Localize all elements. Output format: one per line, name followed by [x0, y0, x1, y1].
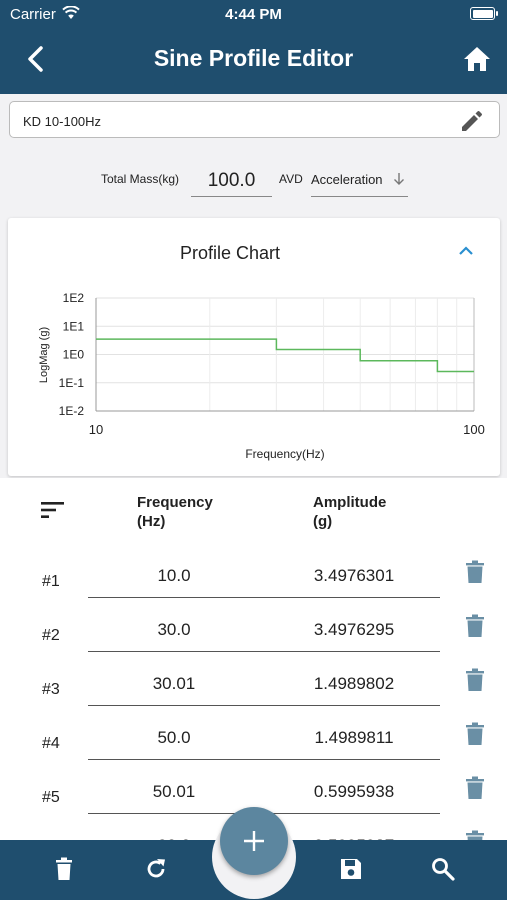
chart-series-line	[96, 338, 474, 373]
add-point-button[interactable]	[220, 807, 288, 875]
plus-icon	[244, 831, 264, 851]
save-icon[interactable]	[338, 856, 364, 882]
table-row[interactable]: #1 10.0 3.4976301	[0, 553, 507, 607]
profile-points-list: Frequency (Hz) Amplitude (g) #1 10.0 3.497…	[0, 478, 507, 840]
carrier-label: Carrier	[10, 6, 56, 23]
status-bar: Carrier 4:44 PM	[0, 0, 507, 28]
trash-icon[interactable]	[465, 560, 485, 584]
chart-y-tick-label: 1E1	[63, 319, 85, 333]
chart-x-tick-label: 100	[463, 422, 485, 437]
row-frequency[interactable]: 80.0	[88, 836, 260, 840]
total-mass-label: Total Mass(kg)	[101, 172, 180, 186]
row-frequency[interactable]: 50.0	[157, 728, 191, 747]
row-frequency[interactable]: 10.0	[157, 566, 191, 585]
column-header-amplitude: Amplitude (g)	[313, 494, 387, 530]
pencil-icon[interactable]	[459, 108, 485, 134]
mass-avd-row: Total Mass(kg) 100.0 AVD Acceleration	[0, 160, 507, 200]
total-mass-input[interactable]: 100.0	[191, 165, 272, 197]
chart-card-title: Profile Chart	[179, 243, 281, 263]
chart-y-tick-label: 1E-2	[59, 404, 85, 418]
trash-icon[interactable]	[465, 614, 485, 638]
row-frequency[interactable]: 30.01	[152, 674, 196, 693]
chart-y-label: LogMag (g)	[38, 327, 50, 383]
row-index: #2	[42, 627, 60, 644]
home-icon[interactable]	[463, 46, 491, 72]
trash-icon[interactable]	[465, 776, 485, 800]
table-row[interactable]: #2 30.0 3.4976295	[0, 607, 507, 661]
chevron-left-icon[interactable]	[22, 44, 52, 74]
table-row[interactable]: #5 50.01 0.5995938	[0, 769, 507, 823]
trash-icon[interactable]	[51, 856, 77, 882]
profile-name-field[interactable]: KD 10-100Hz	[9, 101, 500, 138]
row-amplitude[interactable]: 1.4989811	[314, 728, 394, 747]
wifi-icon	[62, 6, 80, 19]
column-header-frequency: Frequency (Hz)	[137, 494, 213, 530]
row-index: #3	[42, 681, 60, 698]
row-amplitude[interactable]: 0.5995938	[313, 782, 395, 801]
row-divider	[88, 597, 440, 598]
chart-y-tick-label: 1E0	[63, 348, 85, 362]
page-title: Sine Profile Editor	[153, 45, 354, 71]
sort-icon[interactable]	[40, 500, 66, 520]
app-header: Carrier 4:44 PM Sine Profile Editor	[0, 0, 507, 94]
row-frequency[interactable]: 30.0	[157, 620, 191, 639]
trash-icon[interactable]	[465, 722, 485, 746]
table-row[interactable]: #680.00.5995937	[0, 823, 507, 840]
profile-name-value: KD 10-100Hz	[23, 114, 102, 129]
chart-x-tick-label: 10	[89, 422, 103, 437]
row-index: #4	[42, 735, 60, 752]
profile-chart-card: Profile Chart 1E2 1E1 1E0 1E-1 1E-2 10 100 Lo…	[8, 218, 500, 476]
avd-label: AVD	[279, 172, 303, 186]
avd-selected-value: Acceleration	[311, 172, 383, 187]
chart-x-label: Frequency(Hz)	[245, 447, 324, 461]
battery-icon	[470, 7, 498, 20]
row-amplitude[interactable]: 0.5995937	[268, 836, 440, 840]
status-time: 4:44 PM	[225, 6, 282, 23]
row-amplitude[interactable]: 3.4976301	[313, 566, 395, 585]
search-icon[interactable]	[430, 856, 456, 882]
row-index: #1	[42, 573, 60, 590]
row-index: #5	[42, 789, 60, 806]
row-divider	[88, 651, 440, 652]
refresh-icon[interactable]	[143, 856, 169, 882]
table-row[interactable]: #4 50.0 1.4989811	[0, 715, 507, 769]
chevron-up-icon[interactable]	[458, 244, 474, 256]
profile-chart: 1E2 1E1 1E0 1E-1 1E-2 10 100 LogMag (g) Frequ…	[38, 291, 485, 461]
row-divider	[88, 705, 440, 706]
row-frequency[interactable]: 50.01	[152, 782, 196, 801]
chart-y-tick-label: 1E-1	[59, 376, 85, 390]
row-divider	[88, 759, 440, 760]
avd-select[interactable]: Acceleration	[311, 165, 408, 197]
trash-icon[interactable]	[465, 830, 485, 840]
table-row[interactable]: #3 30.01 1.4989802	[0, 661, 507, 715]
trash-icon[interactable]	[465, 668, 485, 692]
chart-y-tick-label: 1E2	[63, 291, 85, 305]
row-amplitude[interactable]: 3.4976295	[313, 620, 395, 639]
row-amplitude[interactable]: 1.4989802	[313, 674, 395, 693]
arrow-down-icon	[394, 173, 404, 185]
